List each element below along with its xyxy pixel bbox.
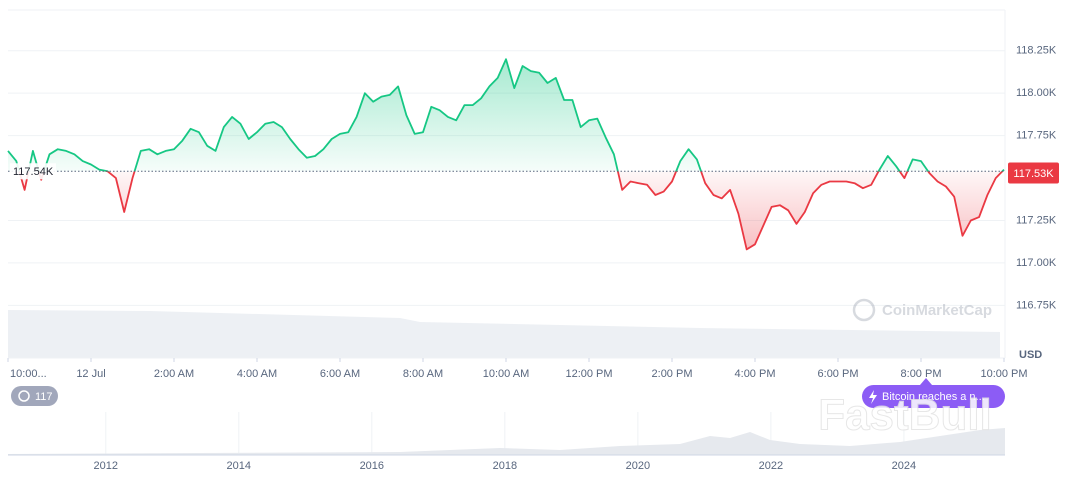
events-count: 117 [35,391,53,403]
volume-band [8,310,1000,358]
x-tick-label: 10:00 AM [483,368,529,380]
current-price-label: 117.53K [1013,168,1054,180]
baseline-label-bg [10,163,56,180]
currency-label: USD [1019,349,1042,361]
news-pill[interactable] [862,385,1005,408]
y-tick-label: 118.00K [1016,87,1057,99]
navigator-year-label: 2020 [626,460,650,472]
history-icon [18,390,30,402]
y-tick-label: 116.75K [1016,299,1057,311]
navigator-year-label: 2012 [94,460,118,472]
x-tick-label: 12:00 PM [565,368,612,380]
x-tick-label: 6:00 PM [818,368,859,380]
lightning-icon [869,390,877,404]
x-tick-label: 8:00 PM [901,368,942,380]
y-tick-label: 117.75K [1016,130,1057,142]
y-tick-label: 118.25K [1016,45,1057,57]
watermark-text: CoinMarketCap [882,302,992,319]
navigator-year-label: 2014 [227,460,251,472]
x-tick-label: 12 Jul [76,368,105,380]
watermark: CoinMarketCap [852,298,992,322]
x-tick-label: 4:00 PM [735,368,776,380]
baseline-label: 117.54K [13,166,54,178]
news-text: Bitcoin reaches a n... [882,391,985,403]
x-tick-label: 8:00 AM [403,368,443,380]
y-tick-label: 117.25K [1016,214,1057,226]
navigator-area [8,428,1005,455]
navigator-year-label: 2024 [892,460,916,472]
price-area [8,59,1004,250]
source-watermark: FastBull [818,391,992,440]
navigator-year-label: 2022 [759,460,783,472]
x-tick-label: 4:00 AM [237,368,277,380]
news-pointer [920,378,932,385]
y-tick-label: 117.00K [1016,257,1057,269]
price-line [7,58,1005,251]
x-tick-label: 2:00 AM [154,368,194,380]
x-tick-label: 6:00 AM [320,368,360,380]
navigator-year-label: 2016 [360,460,384,472]
x-tick-label: 10:00... [10,368,47,380]
x-tick-label: 10:00 PM [980,368,1027,380]
current-price-badge [1008,162,1059,184]
x-tick-label: 2:00 PM [652,368,693,380]
navigator-year-label: 2018 [493,460,517,472]
